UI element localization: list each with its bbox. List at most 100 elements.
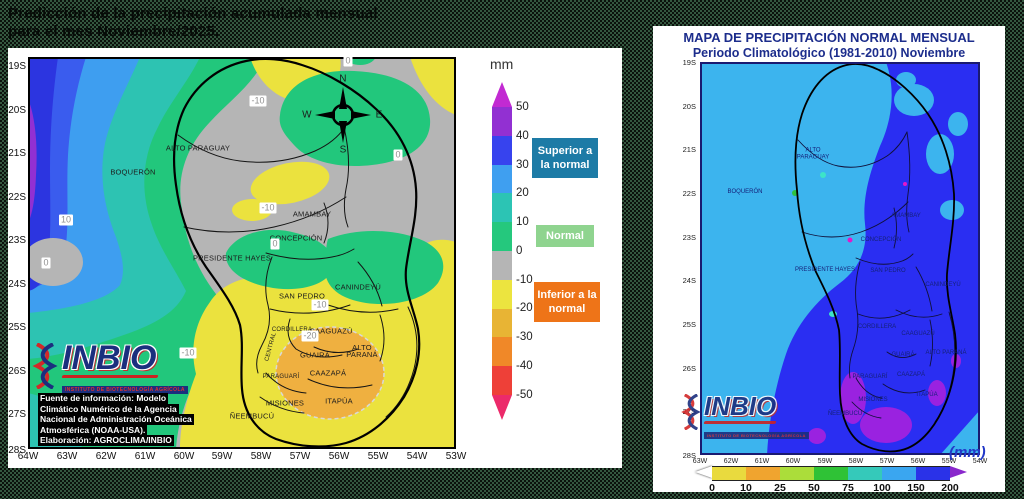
lon-tick: 53W: [445, 451, 467, 462]
compass-n: N: [339, 73, 347, 85]
lon-tick: 62W: [95, 451, 117, 462]
legend-seg: [492, 107, 512, 136]
legend-tick: -20: [516, 302, 533, 314]
colorbar-seg: [712, 466, 746, 481]
legend-arrow-up: [492, 82, 512, 107]
colorbar-tick: 100: [873, 482, 891, 494]
legend-tick: -10: [516, 274, 533, 286]
inbio-wordmark: INBIO: [62, 339, 157, 377]
page-title-line1: Predicción de la precipitación acumulada…: [8, 5, 378, 22]
legend-arrow-down: [492, 395, 512, 420]
contour-label: 10: [58, 214, 74, 226]
lon-tick: 57W: [879, 458, 895, 465]
lat-tick: 20S: [682, 102, 696, 111]
legend-seg: [492, 193, 512, 222]
lon-tick: 55W: [367, 451, 389, 462]
lon-tick: 64W: [17, 451, 39, 462]
lat-tick: 21S: [8, 148, 26, 159]
legend-tick: -50: [516, 389, 533, 401]
dept-label: GUAIRÁ: [300, 350, 330, 360]
lon-tick: 62W: [723, 458, 739, 465]
lon-tick: 61W: [134, 451, 156, 462]
normal-map-svg: [700, 62, 980, 455]
colorbar-arrow-left: [695, 466, 712, 478]
lat-tick: 28S: [682, 451, 696, 460]
source-line: Fuente de información: Modelo: [38, 393, 169, 404]
contour-label: 0: [270, 238, 280, 250]
dept-label: CORDILLERA: [271, 327, 313, 333]
compass-w: W: [302, 109, 312, 121]
dept-label: ALTO PARANÁ: [346, 343, 378, 359]
compass-rose: [315, 87, 371, 143]
contour-label: -10: [249, 95, 267, 107]
colorbar-arrow-right: [950, 466, 967, 478]
lon-tick: 63W: [692, 458, 708, 465]
colorbar-tick: 150: [907, 482, 925, 494]
contour-label: -10: [259, 202, 277, 214]
dept-label: MISIONES: [265, 398, 305, 408]
lat-tick: 25S: [682, 320, 696, 329]
dept-label: SAN PEDRO: [870, 268, 906, 274]
legend-tick: 30: [516, 159, 529, 171]
lat-tick: 19S: [8, 61, 26, 72]
dept-label: ÑEEMBUCÚ: [827, 411, 863, 417]
lon-tick: 59W: [817, 458, 833, 465]
dna-icon: [681, 394, 701, 430]
colorbar-tick: 75: [842, 482, 854, 494]
dept-label: ÑEEMBUCÚ: [229, 411, 275, 421]
legend-seg: [492, 309, 512, 337]
lat-tick: 20S: [8, 105, 26, 116]
lon-tick: 56W: [910, 458, 926, 465]
inbio-underline: [703, 421, 777, 424]
dept-label: ITAPÚA: [916, 392, 938, 398]
dept-label: CAAZAPÁ: [309, 368, 347, 378]
colorbar-seg: [780, 466, 814, 481]
colorbar-unit: (mm): [949, 444, 986, 461]
lat-tick: 24S: [8, 279, 26, 290]
dept-label: ALTO PARAGUAY: [796, 147, 830, 161]
colorbar-seg: [814, 466, 848, 481]
dept-label: BOQUERÓN: [727, 189, 763, 195]
dept-label: GUAIRÁ: [891, 352, 915, 358]
dept-label: MISIONES: [858, 397, 888, 403]
dept-label: ALTO PARAGUAY: [165, 143, 231, 153]
legend-seg: [492, 366, 512, 395]
lat-tick: 19S: [682, 58, 696, 67]
compass-s: S: [339, 144, 347, 156]
lat-tick: 25S: [8, 322, 26, 333]
colorbar-seg: [882, 466, 916, 481]
dept-label: ITAPÚA: [325, 396, 353, 406]
right-map-title-line1: MAPA DE PRECIPITACIÓN NORMAL MENSUAL: [683, 30, 975, 45]
dept-label: AMAMBAY: [891, 213, 921, 219]
source-line: Climático Numérico de la Agencia: [38, 403, 179, 414]
inbio-watermark: INBIO INSTITUTO DE BIOTECNOLOGÍA AGRÍCOL…: [680, 391, 809, 442]
lon-tick: 58W: [848, 458, 864, 465]
lon-tick: 57W: [289, 451, 311, 462]
lon-tick: 55W: [941, 458, 957, 465]
lon-tick: 54W: [406, 451, 428, 462]
dept-label: CANINDEYÚ: [335, 282, 381, 292]
colorbar-tick: 50: [808, 482, 820, 494]
dept-label: BOQUERÓN: [110, 167, 156, 177]
dept-label: PRESIDENTE HAYES: [192, 253, 272, 263]
legend-superior-box: Superior a la normal: [532, 138, 598, 178]
colorbar-tick: 200: [941, 482, 959, 494]
contour-label: -10: [311, 299, 329, 311]
contour-label: 0: [393, 149, 403, 161]
lat-tick: 23S: [8, 235, 26, 246]
right-map-title-line2: Periodo Climatológico (1981-2010) Noviem…: [692, 46, 966, 60]
lat-tick: 22S: [682, 189, 696, 198]
lon-tick: 63W: [56, 451, 78, 462]
dept-label: PARAGUARÍ: [852, 374, 888, 380]
dept-label: AMAMBAY: [292, 209, 332, 219]
inbio-underline: [61, 375, 159, 378]
colorbar-tick: 10: [740, 482, 752, 494]
inbio-wordmark: INBIO: [704, 391, 777, 421]
lat-tick: 26S: [682, 364, 696, 373]
dept-label: CAAGUAZÚ: [901, 331, 935, 337]
dna-icon: [32, 343, 58, 389]
lon-tick: 60W: [785, 458, 801, 465]
lat-tick: 26S: [8, 366, 26, 377]
colorbar-tick: 0: [709, 482, 715, 494]
